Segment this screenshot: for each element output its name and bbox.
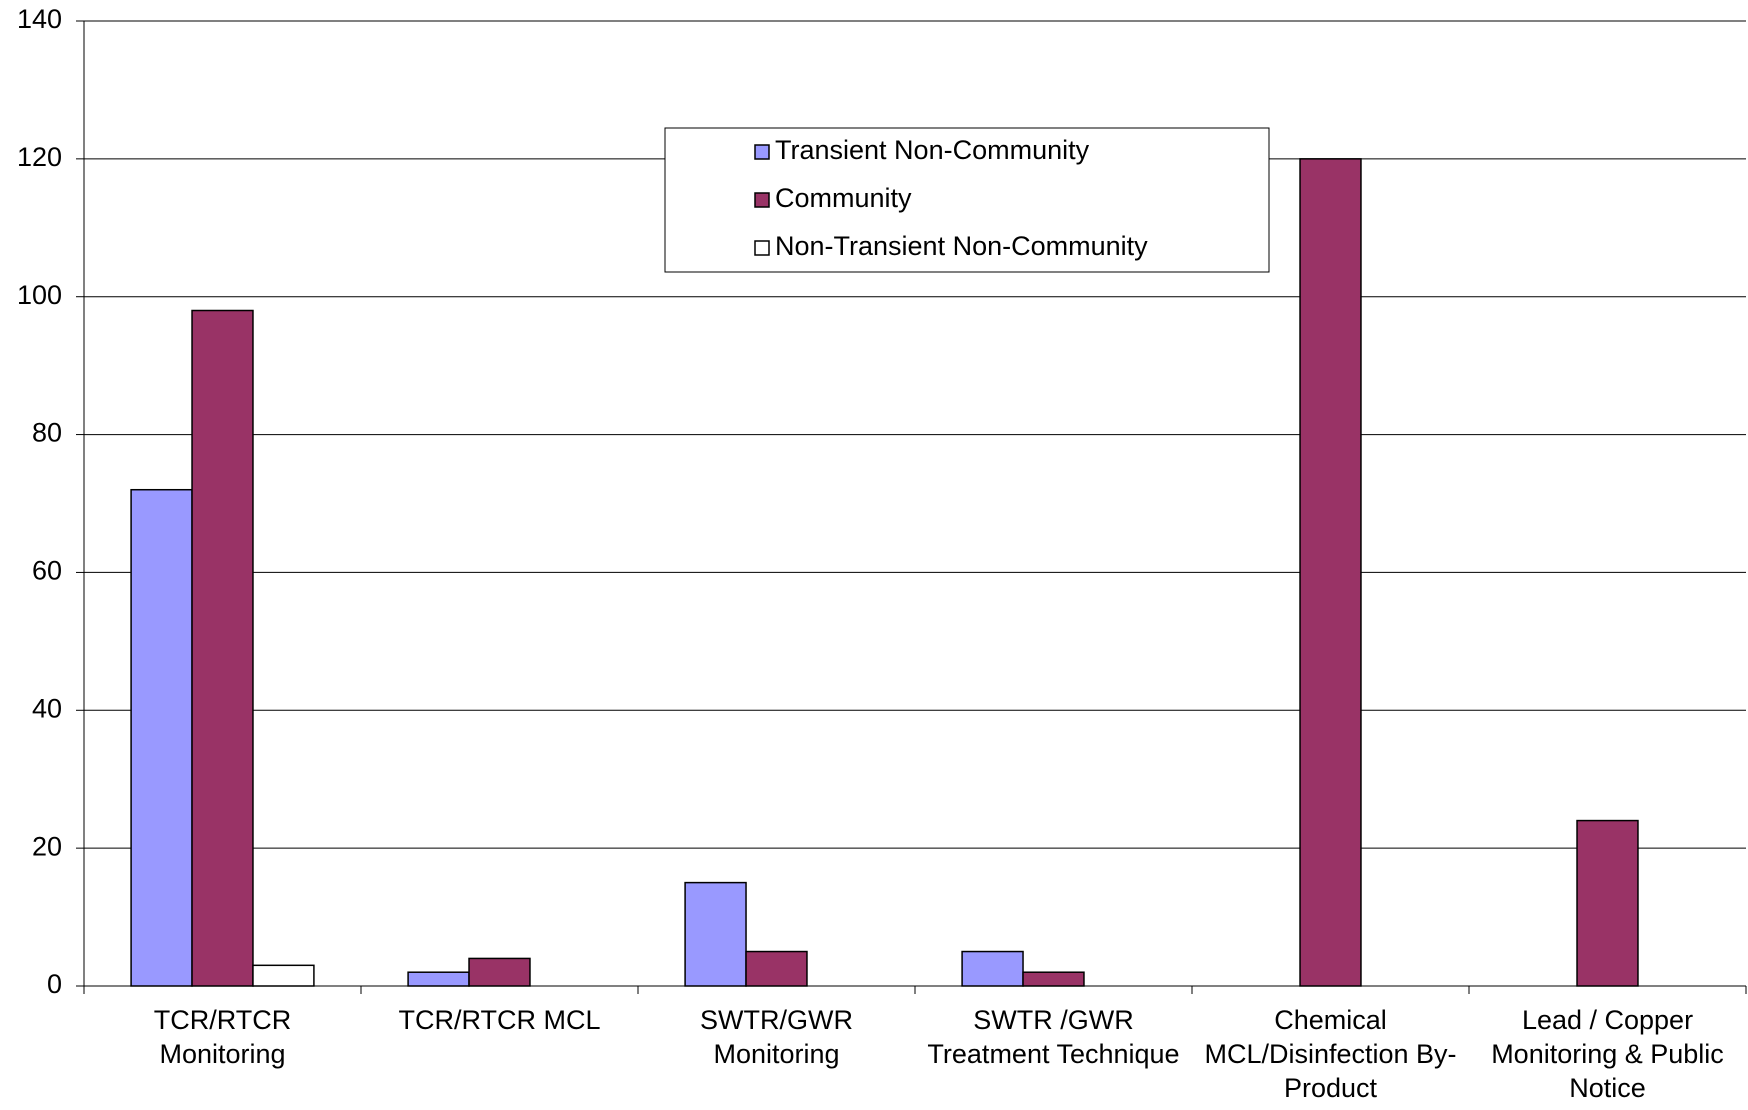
legend-label: Transient Non-Community [775,135,1090,165]
x-tick-label: TCR/RTCR MCL [398,1005,601,1035]
bar [1576,819,1639,987]
bar [745,950,808,987]
bar [961,950,1024,987]
bar [407,971,470,987]
x-tick-label: SWTR/GWR Monitoring [700,1005,853,1069]
x-tick-label: Lead / Copper Monitoring & Public Notice [1491,1005,1724,1103]
y-tick-label: 120 [17,142,62,172]
y-tick-label: 60 [32,556,62,586]
bar [1299,158,1362,987]
bar [468,957,531,987]
y-tick-label: 80 [32,418,62,448]
bar [130,488,193,987]
legend-swatch [754,144,770,160]
y-tick-label: 40 [32,693,62,723]
bar [684,881,747,987]
x-tick-label: SWTR /GWR Treatment Technique [927,1005,1180,1069]
y-tick-label: 140 [17,4,62,34]
x-tick-label: Chemical MCL/Disinfection By-Product [1204,1005,1457,1103]
x-tick-label: TCR/RTCR Monitoring [153,1005,292,1069]
legend-swatch [754,240,770,256]
legend-label: Non-Transient Non-Community [775,231,1148,261]
bar [191,309,254,987]
legend-label: Community [775,183,912,213]
bar [252,964,315,987]
bar [1022,971,1085,987]
legend-swatch [754,192,770,208]
y-tick-label: 0 [47,969,62,999]
y-tick-label: 100 [17,280,62,310]
y-tick-label: 20 [32,831,62,861]
